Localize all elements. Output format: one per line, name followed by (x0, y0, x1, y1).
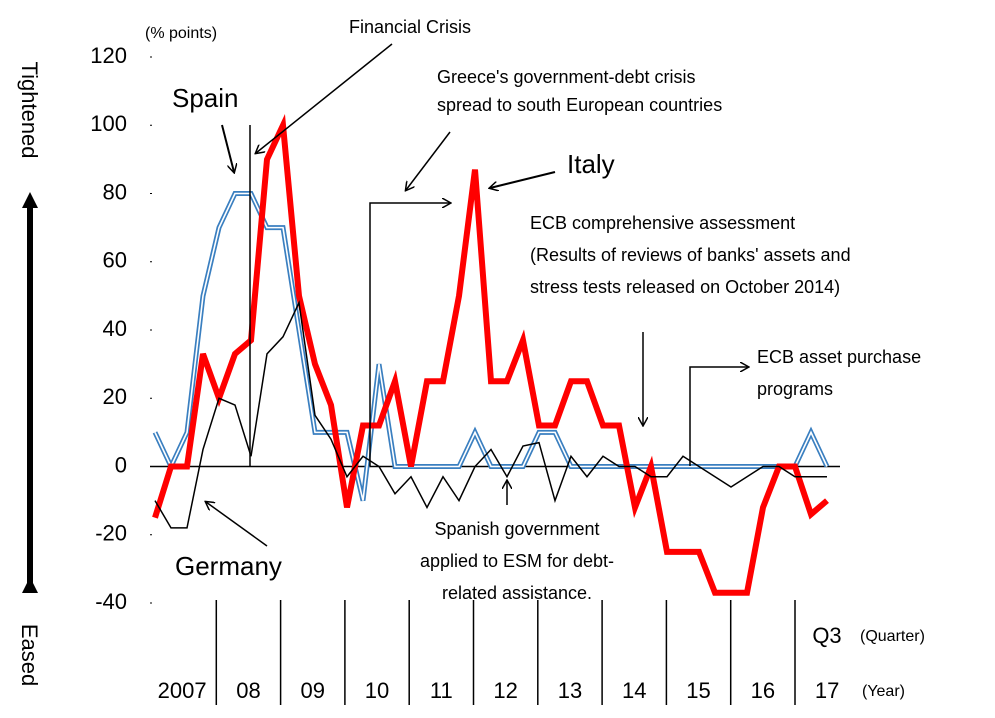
arrow (221, 124, 234, 172)
arrow (406, 131, 451, 190)
arrow (206, 502, 268, 547)
y-tick-label: 80 (103, 179, 127, 204)
y-unit: (% points) (145, 25, 217, 42)
annotation: spread to south European countries (437, 95, 722, 115)
arrow (689, 367, 748, 466)
series-line (154, 300, 827, 529)
year-label: 13 (558, 678, 582, 703)
year-label: 08 (236, 678, 260, 703)
y-tick-label: 0 (115, 452, 127, 477)
arrow (490, 171, 556, 188)
y-tick-label: -40 (95, 589, 127, 614)
year-label: 14 (622, 678, 646, 703)
series-label: Italy (567, 149, 615, 179)
year-label: 12 (493, 678, 517, 703)
y-tick-label: 60 (103, 248, 127, 273)
y-tick-label: -20 (95, 521, 127, 546)
annotation: Financial Crisis (349, 17, 471, 37)
annotation: programs (757, 379, 833, 399)
y-tick-label: 120 (90, 43, 127, 68)
annotation: Greece's government-debt crisis (437, 67, 696, 87)
year-label: 16 (751, 678, 775, 703)
year-label: 09 (301, 678, 325, 703)
annotation: Spanish government (434, 519, 599, 539)
year-label: 2007 (158, 678, 207, 703)
y-tick-label: 100 (90, 111, 127, 136)
series-label: Spain (172, 83, 239, 113)
year-label: 17 (815, 678, 839, 703)
series-line (152, 114, 829, 596)
arrow (256, 43, 393, 153)
axis-label-bottom: Eased (17, 624, 42, 686)
quarter-unit: (Quarter) (860, 628, 925, 645)
annotation: ECB asset purchase (757, 347, 921, 367)
annotation: (Results of reviews of banks' assets and (530, 245, 851, 265)
year-label: 10 (365, 678, 389, 703)
annotation: stress tests released on October 2014) (530, 277, 840, 297)
annotation: related assistance. (442, 583, 592, 603)
year-label: 15 (686, 678, 710, 703)
year-label: 11 (430, 678, 453, 703)
series-label: Germany (175, 551, 282, 581)
axis-label-top: Tightened (17, 61, 42, 158)
y-tick-label: 20 (103, 384, 127, 409)
y-tick-label: 40 (103, 316, 127, 341)
annotation: ECB comprehensive assessment (530, 213, 795, 233)
plot: -40 -20 0 20 40 60 80 100 120 2007 08 09 10 11 12 13 14 1… (90, 43, 842, 705)
arrow (369, 203, 450, 466)
year-unit: (Year) (862, 683, 905, 700)
annotation: applied to ESM for debt- (420, 551, 614, 571)
series-line-inner (154, 192, 828, 501)
x-tick-label: Q3 (812, 623, 841, 648)
